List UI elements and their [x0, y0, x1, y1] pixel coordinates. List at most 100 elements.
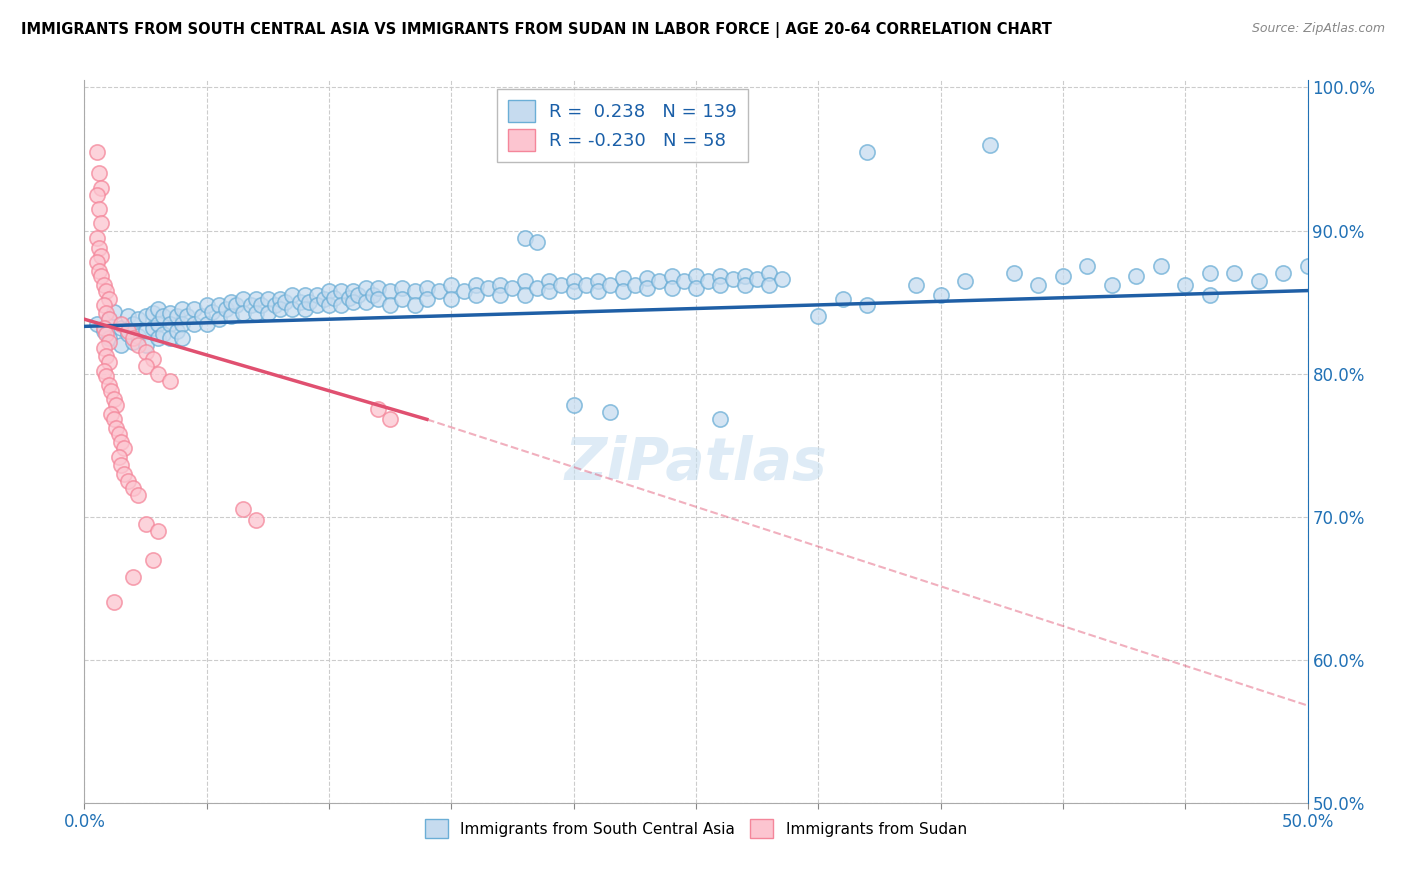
- Point: [208, 298, 231, 312]
- Point: [142, 320, 165, 334]
- Point: [93, 320, 115, 334]
- Point: [103, 412, 125, 426]
- Point: [274, 295, 297, 310]
- Point: [176, 310, 198, 324]
- Point: [747, 272, 769, 286]
- Point: [856, 298, 879, 312]
- Point: [159, 306, 181, 320]
- Point: [330, 298, 353, 312]
- Point: [86, 145, 108, 159]
- Point: [135, 345, 157, 359]
- Point: [661, 281, 683, 295]
- Point: [195, 317, 218, 331]
- Point: [979, 137, 1001, 152]
- Point: [100, 407, 122, 421]
- Point: [219, 310, 242, 324]
- Point: [636, 270, 658, 285]
- Point: [1125, 269, 1147, 284]
- Point: [97, 292, 120, 306]
- Point: [142, 352, 165, 367]
- Point: [354, 281, 377, 295]
- Point: [281, 302, 304, 317]
- Point: [929, 288, 952, 302]
- Point: [166, 324, 188, 338]
- Point: [856, 145, 879, 159]
- Point: [367, 402, 389, 417]
- Point: [105, 421, 128, 435]
- Point: [404, 284, 426, 298]
- Point: [538, 284, 561, 298]
- Point: [135, 359, 157, 374]
- Text: Source: ZipAtlas.com: Source: ZipAtlas.com: [1251, 22, 1385, 36]
- Point: [1052, 269, 1074, 284]
- Point: [709, 269, 731, 284]
- Point: [305, 288, 328, 302]
- Point: [97, 355, 120, 369]
- Point: [1101, 277, 1123, 292]
- Legend: Immigrants from South Central Asia, Immigrants from Sudan: Immigrants from South Central Asia, Immi…: [418, 812, 974, 846]
- Point: [172, 317, 194, 331]
- Point: [1002, 267, 1025, 281]
- Point: [953, 274, 976, 288]
- Point: [93, 341, 115, 355]
- Point: [1174, 277, 1197, 292]
- Point: [100, 384, 122, 398]
- Point: [105, 398, 128, 412]
- Point: [127, 338, 149, 352]
- Point: [367, 292, 389, 306]
- Point: [526, 281, 548, 295]
- Point: [232, 306, 254, 320]
- Point: [416, 281, 439, 295]
- Point: [464, 277, 486, 292]
- Point: [107, 426, 129, 441]
- Point: [648, 274, 671, 288]
- Point: [93, 364, 115, 378]
- Point: [245, 306, 267, 320]
- Point: [146, 367, 169, 381]
- Point: [502, 281, 524, 295]
- Point: [538, 274, 561, 288]
- Point: [172, 302, 194, 317]
- Text: IMMIGRANTS FROM SOUTH CENTRAL ASIA VS IMMIGRANTS FROM SUDAN IN LABOR FORCE | AGE: IMMIGRANTS FROM SOUTH CENTRAL ASIA VS IM…: [21, 22, 1052, 38]
- Point: [86, 317, 108, 331]
- Point: [110, 435, 132, 450]
- Point: [93, 324, 115, 338]
- Point: [159, 374, 181, 388]
- Point: [87, 263, 110, 277]
- Point: [146, 331, 169, 345]
- Point: [1028, 277, 1050, 292]
- Point: [87, 241, 110, 255]
- Point: [257, 292, 280, 306]
- Point: [697, 274, 720, 288]
- Point: [721, 272, 744, 286]
- Point: [86, 187, 108, 202]
- Point: [110, 338, 132, 352]
- Point: [135, 310, 157, 324]
- Point: [97, 378, 120, 392]
- Point: [103, 595, 125, 609]
- Point: [97, 312, 120, 326]
- Point: [117, 324, 139, 338]
- Point: [135, 516, 157, 531]
- Point: [330, 284, 353, 298]
- Point: [550, 277, 572, 292]
- Point: [232, 502, 254, 516]
- Point: [112, 467, 135, 481]
- Point: [513, 274, 536, 288]
- Point: [758, 267, 780, 281]
- Point: [831, 292, 853, 306]
- Point: [1247, 274, 1270, 288]
- Point: [391, 292, 413, 306]
- Point: [281, 288, 304, 302]
- Point: [117, 474, 139, 488]
- Point: [734, 269, 756, 284]
- Point: [208, 312, 231, 326]
- Point: [807, 310, 830, 324]
- Point: [380, 412, 402, 426]
- Point: [90, 180, 112, 194]
- Point: [166, 310, 188, 324]
- Point: [225, 298, 247, 312]
- Point: [1150, 260, 1173, 274]
- Point: [159, 317, 181, 331]
- Point: [97, 331, 120, 345]
